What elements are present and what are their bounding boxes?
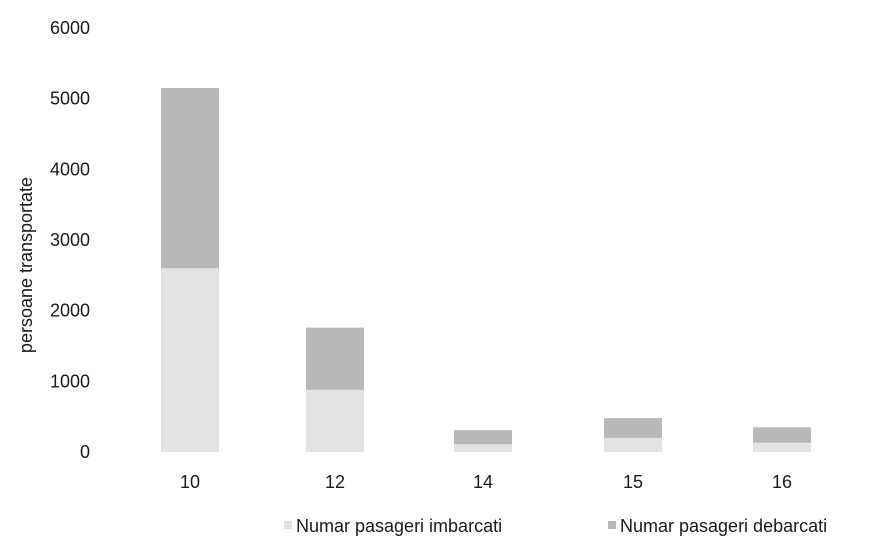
y-axis-label: persoane transportate [16,177,36,353]
bar-10-series-1 [161,268,219,452]
bar-10-series-2 [161,88,219,269]
y-tick-label: 1000 [50,371,90,391]
bar-12-series-1 [306,389,364,452]
y-tick-label: 5000 [50,89,90,109]
x-tick-label: 10 [180,472,200,492]
x-axis-ticks: 10 12 14 15 16 [180,472,792,492]
legend: Numar pasageri imbarcati Numar pasageri d… [284,516,827,536]
legend-swatch-1 [284,521,292,529]
legend-label-1: Numar pasageri imbarcati [296,516,502,536]
y-tick-label: 3000 [50,230,90,250]
bar-15-series-2 [604,418,662,438]
bar-14-series-2 [454,430,512,445]
bars-group [161,88,811,452]
bar-15-series-1 [604,437,662,452]
y-tick-label: 6000 [50,18,90,38]
bar-12-series-2 [306,327,364,390]
legend-label-2: Numar pasageri debarcati [620,516,827,536]
x-tick-label: 15 [623,472,643,492]
x-tick-label: 12 [325,472,345,492]
x-tick-label: 16 [772,472,792,492]
x-tick-label: 14 [473,472,493,492]
bar-16-series-1 [753,442,811,452]
y-tick-label: 2000 [50,301,90,321]
bar-14-series-1 [454,444,512,452]
y-axis-ticks: 0 1000 2000 3000 4000 5000 6000 [50,18,90,462]
bar-16-series-2 [753,427,811,443]
y-tick-label: 4000 [50,159,90,179]
y-tick-label: 0 [80,442,90,462]
legend-swatch-2 [608,521,616,529]
